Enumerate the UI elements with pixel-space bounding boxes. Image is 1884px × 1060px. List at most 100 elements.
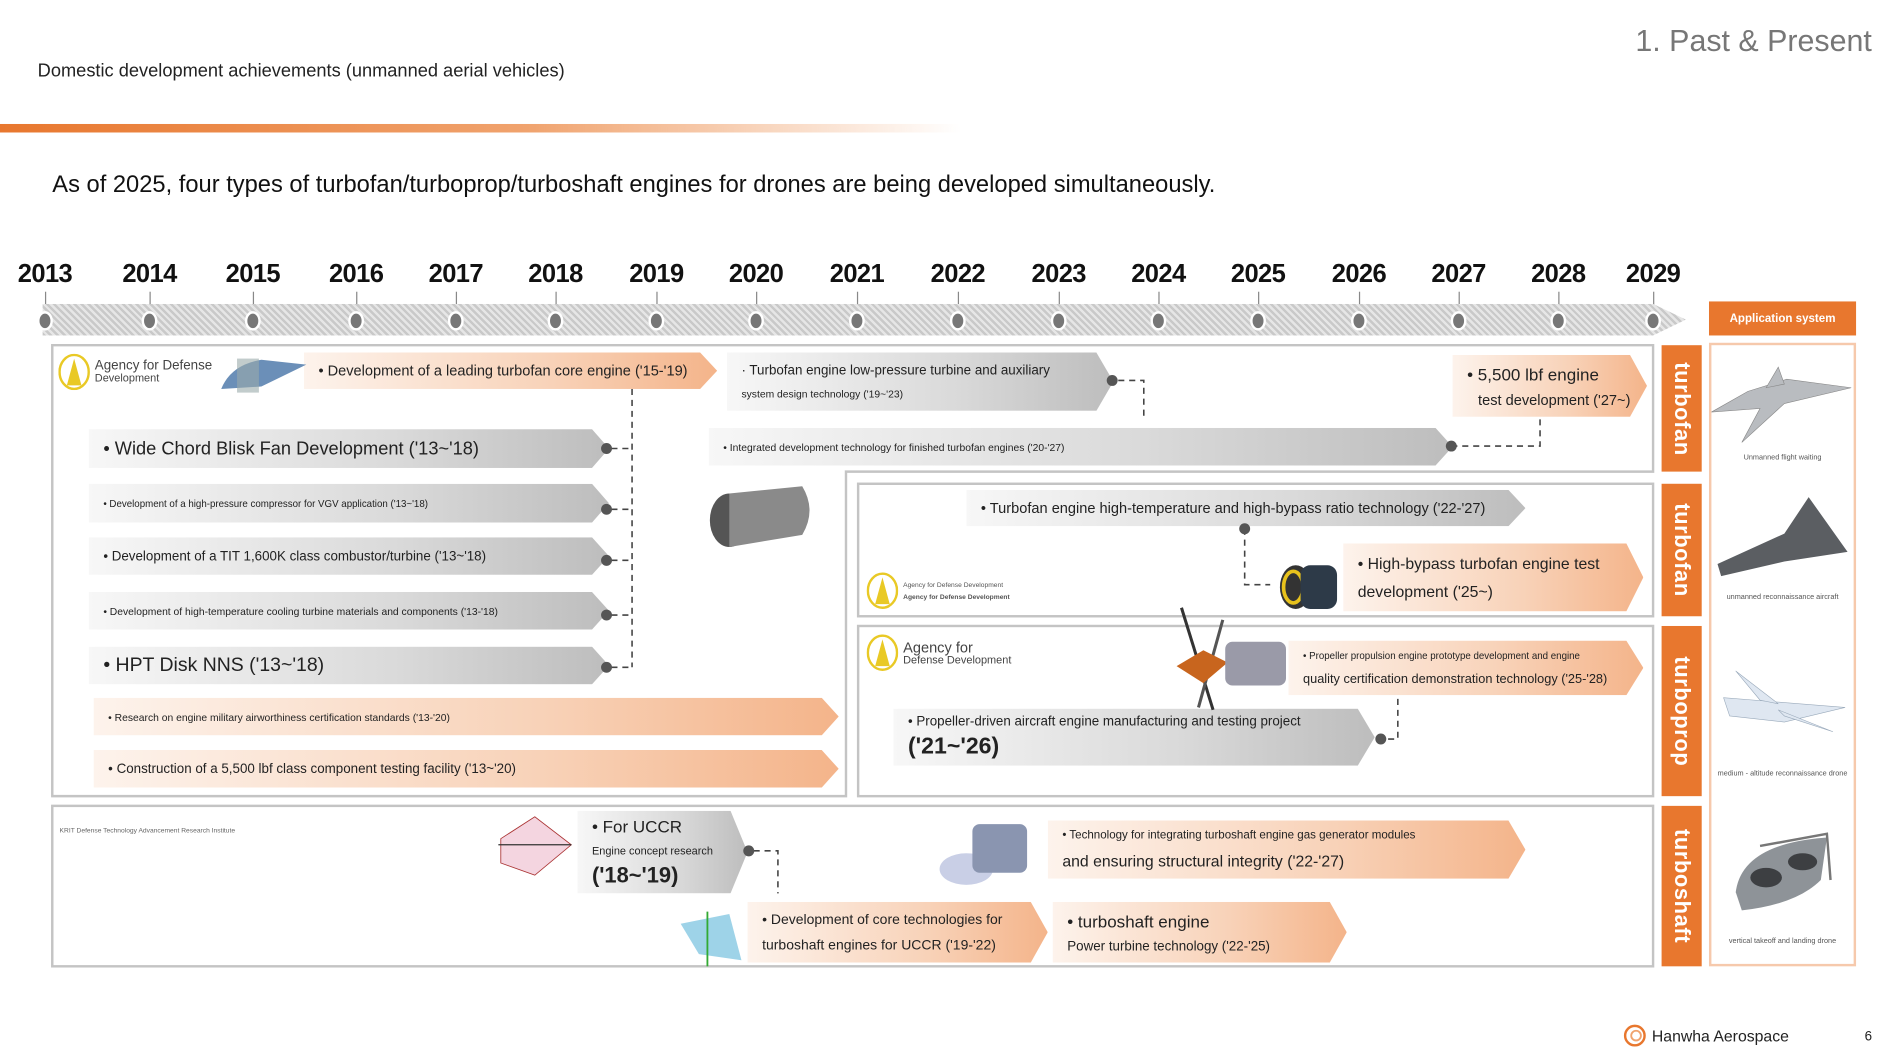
bar-text: • Propeller-driven aircraft engine manuf… (907, 714, 1301, 729)
turbofan-engine-icon (709, 486, 810, 547)
turboshaft-engine-icon (939, 824, 1028, 885)
bar-core-engine: • Development of a leading turbofan core… (304, 352, 717, 388)
bar-text: • Wide Chord Blisk Fan Development ('13~… (103, 438, 479, 459)
headline: As of 2025, four types of turbofan/turbo… (52, 171, 1216, 199)
bar-integrated: • Integrated development technology for … (709, 428, 1453, 466)
timeline-dot (37, 311, 53, 331)
timeline-dot (1150, 311, 1167, 331)
year-tick (1558, 291, 1560, 309)
vtol-drone-icon (1735, 832, 1832, 911)
add-logo-text: Agency for Defense Development Agency for… (903, 582, 1010, 603)
bar-text: • turboshaft engine (1067, 911, 1210, 931)
bar-text: • Propeller propulsion engine prototype … (1303, 649, 1580, 661)
category-label-turbofan: turbofan (1661, 345, 1702, 472)
year-tick (1653, 291, 1655, 309)
bar-lp-turbine: · Turbofan engine low-pressure turbine a… (727, 352, 1114, 410)
bar-text: • Research on engine military airworthin… (108, 710, 450, 723)
bar-text: • Technology for integrating turboshaft … (1062, 828, 1416, 843)
slide-subtitle: Domestic development achievements (unman… (37, 60, 565, 82)
connector-dot (1106, 374, 1118, 386)
section-title: 1. Past & Present (1635, 24, 1872, 59)
timeline-dot (348, 311, 365, 331)
connector-dot (601, 554, 613, 566)
year-label: 2018 (528, 260, 583, 289)
add-emblem-icon (866, 572, 899, 609)
year-label: 2025 (1230, 260, 1286, 289)
timeline-dot (1250, 311, 1266, 331)
year-label: 2021 (829, 260, 885, 289)
timeline-dot (447, 311, 464, 331)
turboshaft-schematic-icon (680, 911, 742, 967)
hanwha-logo: Hanwha Aerospace (1623, 1023, 1789, 1047)
bar-core-uccr: • Development of core technologies for tu… (748, 902, 1048, 963)
year-tick (656, 291, 658, 309)
application-system-column: Unmanned flight waiting unmanned reconna… (1708, 342, 1857, 967)
hanwha-logo-icon (1623, 1024, 1646, 1047)
page-number: 6 (1864, 1029, 1873, 1045)
bar-text: · Turbofan engine low-pressure turbine a… (741, 363, 1050, 379)
bar-text: • Development of a high-pressure compres… (103, 497, 428, 509)
timeline-dot (1050, 311, 1067, 331)
drone-images (1711, 366, 1852, 911)
bar-high-bypass-tech: • Turbofan engine high-temperature and h… (966, 490, 1525, 526)
bar-power-turbine: • turboshaft engine Power turbine technol… (1053, 902, 1347, 963)
app-caption: Unmanned flight waiting (1743, 454, 1822, 462)
bar-airworthiness: • Research on engine military airworthin… (94, 698, 839, 736)
timeline-dot (1550, 311, 1567, 331)
bar-text: • For UCCR (591, 816, 683, 836)
year-label: 2019 (629, 260, 684, 289)
bar-uccr-concept: • For UCCR Engine concept research ('18~'1… (577, 811, 747, 894)
connector-dot (601, 443, 613, 454)
year-tick (252, 291, 255, 309)
year-tick (1158, 291, 1160, 309)
bar-text: • Development of a leading turbofan core… (318, 362, 688, 380)
uccr-schematic-icon (498, 816, 572, 876)
bar-propeller-proto: • Propeller propulsion engine prototype … (1288, 641, 1643, 696)
category-label-turboprop: turboprop (1661, 625, 1702, 797)
year-tick (149, 291, 151, 309)
year-tick (1358, 291, 1361, 309)
timeline-dot (1351, 311, 1367, 331)
year-tick (1058, 291, 1060, 309)
bar-high-bypass-test: • High-bypass turbofan engine test develo… (1343, 543, 1643, 611)
year-tick (1258, 291, 1260, 309)
turbofan-core-engine-icon (221, 358, 307, 393)
year-tick (44, 291, 47, 309)
timeline-dot (547, 311, 564, 331)
bar-text: • Development of a TIT 1,600K class comb… (103, 548, 487, 564)
app-caption: vertical takeoff and landing drone (1728, 938, 1837, 946)
year-tick (555, 291, 557, 309)
add-emblem-icon (866, 634, 899, 671)
connector-dot (743, 845, 755, 857)
bar-blisk: • Wide Chord Blisk Fan Development ('13~… (89, 429, 609, 468)
connector-dot (1445, 440, 1457, 452)
year-label: 2024 (1131, 260, 1186, 289)
timeline-dot (849, 311, 865, 331)
year-label: 2026 (1331, 260, 1387, 289)
timeline-dot (748, 311, 764, 331)
year-label: 2022 (930, 260, 986, 289)
timeline-dot (1645, 311, 1661, 331)
add-logo-text: Agency for Defense Development (903, 639, 1012, 667)
bar-hpc: • Development of a high-pressure compres… (89, 484, 609, 523)
high-bypass-engine-icon (1279, 565, 1338, 609)
year-label: 2028 (1531, 260, 1586, 289)
year-tick (756, 291, 758, 309)
year-tick (455, 291, 458, 309)
add-logo-text: Agency for Defense Development (94, 358, 213, 385)
recon-drone-icon (1723, 670, 1846, 733)
year-label: 2015 (225, 260, 281, 289)
year-tick (1458, 291, 1460, 309)
year-label: 2023 (1031, 260, 1087, 289)
timeline-dot (244, 311, 261, 331)
year-label: 2020 (728, 260, 784, 289)
bar-hpt: • HPT Disk NNS ('13~'18) (89, 647, 609, 685)
category-label-turboshaft: turboshaft (1661, 805, 1702, 967)
flying-wing-drone-icon (1717, 497, 1848, 577)
krit-logo-text: KRIT Defense Technology Advancement Rese… (59, 827, 236, 836)
connector-dot (601, 661, 613, 673)
bar-facility: • Construction of a 5,500 lbf class comp… (94, 750, 839, 788)
